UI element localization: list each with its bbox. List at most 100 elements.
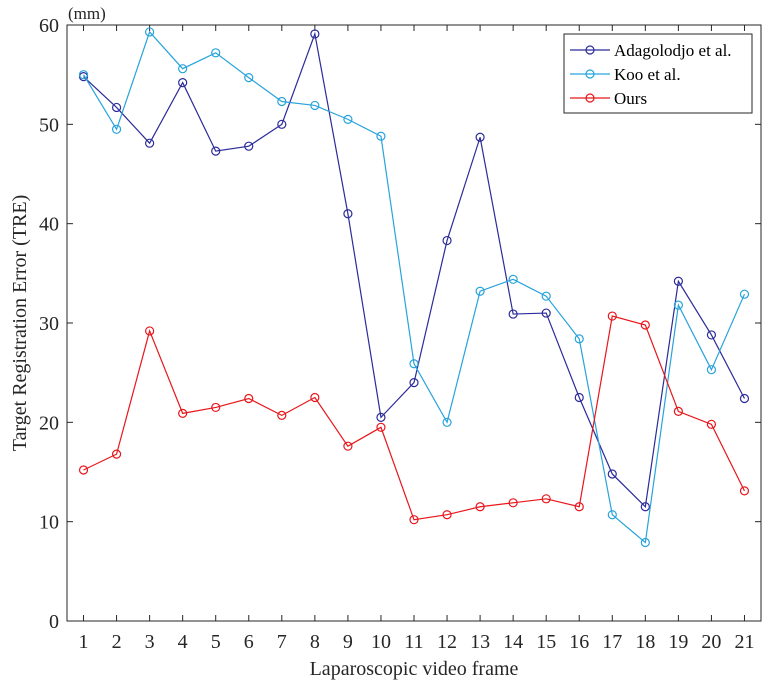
series-line-koo-et-al xyxy=(83,30,746,544)
x-tick-label: 5 xyxy=(211,631,221,653)
x-tick-label: 16 xyxy=(569,631,589,653)
legend-label: Adagolodjo et al. xyxy=(614,41,732,60)
data-point-adagolodjo-et-al xyxy=(508,309,518,319)
data-point-adagolodjo-et-al xyxy=(244,141,254,151)
x-tick-label: 11 xyxy=(404,631,423,653)
data-point-koo-et-al xyxy=(409,359,419,369)
x-tick-label: 8 xyxy=(310,631,320,653)
series-line-adagolodjo-et-al xyxy=(83,31,746,509)
data-point-koo-et-al xyxy=(211,48,221,58)
data-point-adagolodjo-et-al xyxy=(442,235,452,246)
data-point-ours xyxy=(640,320,650,330)
data-point-ours xyxy=(541,494,551,504)
x-tick-label: 2 xyxy=(112,631,122,653)
series-group xyxy=(78,27,750,548)
x-tick-label: 12 xyxy=(437,631,457,653)
x-tick-label: 21 xyxy=(734,631,754,653)
data-point-ours xyxy=(178,408,188,418)
data-point-adagolodjo-et-al xyxy=(343,209,353,219)
data-point-ours xyxy=(78,465,89,475)
data-point-koo-et-al xyxy=(706,365,717,375)
data-point-koo-et-al xyxy=(739,289,750,299)
data-point-adagolodjo-et-al xyxy=(574,392,584,403)
y-axis-label: Target Registration Error (TRE) xyxy=(9,195,31,451)
x-tick-label: 15 xyxy=(536,631,556,653)
data-point-koo-et-al xyxy=(244,73,254,83)
y-tick-label: 30 xyxy=(39,313,59,335)
data-point-adagolodjo-et-al xyxy=(111,102,122,113)
y-tick-label: 10 xyxy=(39,512,59,534)
series-ours xyxy=(78,311,750,525)
data-point-koo-et-al xyxy=(343,114,353,124)
data-point-ours xyxy=(607,311,617,321)
data-point-ours xyxy=(211,402,221,413)
data-point-ours xyxy=(244,393,254,404)
y-tick-label: 60 xyxy=(39,15,59,37)
data-point-ours xyxy=(574,502,584,512)
data-point-koo-et-al xyxy=(541,291,551,301)
plot-area xyxy=(66,24,762,622)
legend-swatch-marker xyxy=(585,69,595,79)
data-point-koo-et-al xyxy=(111,124,122,134)
legend-swatch-marker xyxy=(585,93,595,103)
series-koo-et-al xyxy=(78,27,750,548)
x-axis-label: Laparoscopic video frame xyxy=(310,658,519,680)
data-point-koo-et-al xyxy=(442,417,452,427)
x-tick-label: 20 xyxy=(701,631,721,653)
series-line-ours xyxy=(83,315,746,521)
x-tick-label: 13 xyxy=(470,631,490,653)
data-point-koo-et-al xyxy=(607,510,617,520)
data-point-ours xyxy=(376,422,386,432)
x-tick-label: 1 xyxy=(79,631,89,653)
data-point-ours xyxy=(706,419,717,429)
data-point-koo-et-al xyxy=(277,96,287,107)
y-tick-label: 40 xyxy=(39,214,59,236)
data-point-koo-et-al xyxy=(310,100,320,111)
data-point-adagolodjo-et-al xyxy=(541,308,551,318)
x-tick-label: 10 xyxy=(371,631,391,653)
y-tick-label: 0 xyxy=(49,611,59,633)
data-point-adagolodjo-et-al xyxy=(475,132,485,142)
y-tick-label: 20 xyxy=(39,412,59,434)
data-point-ours xyxy=(739,486,750,496)
y-tick-label: 50 xyxy=(39,114,59,136)
data-point-ours xyxy=(508,498,518,508)
data-point-adagolodjo-et-al xyxy=(640,502,650,512)
x-tick-label: 3 xyxy=(145,631,155,653)
data-point-adagolodjo-et-al xyxy=(211,146,221,156)
data-point-adagolodjo-et-al xyxy=(409,378,419,388)
data-point-ours xyxy=(475,502,485,512)
data-point-adagolodjo-et-al xyxy=(739,393,750,404)
data-point-koo-et-al xyxy=(673,300,683,310)
data-point-adagolodjo-et-al xyxy=(178,78,188,88)
legend: Adagolodjo et al. Koo et al. Ours xyxy=(563,33,753,114)
x-tick-label: 7 xyxy=(277,631,287,653)
data-point-koo-et-al xyxy=(78,70,89,80)
data-point-koo-et-al xyxy=(178,64,188,74)
data-point-adagolodjo-et-al xyxy=(277,119,287,129)
data-point-ours xyxy=(442,510,452,520)
data-point-adagolodjo-et-al xyxy=(706,330,717,340)
data-point-koo-et-al xyxy=(145,27,155,37)
data-point-koo-et-al xyxy=(376,131,386,141)
data-point-koo-et-al xyxy=(640,537,650,548)
legend-label: Koo et al. xyxy=(614,65,681,84)
x-tick-label: 9 xyxy=(343,631,353,653)
data-point-ours xyxy=(145,326,155,336)
data-point-adagolodjo-et-al xyxy=(145,138,155,148)
x-tick-label: 14 xyxy=(503,631,523,653)
y-unit-label: (mm) xyxy=(68,4,106,23)
legend-swatch-marker xyxy=(585,45,595,55)
x-tick-label: 17 xyxy=(602,631,622,653)
data-point-ours xyxy=(409,515,419,525)
data-point-ours xyxy=(111,449,122,459)
data-point-adagolodjo-et-al xyxy=(376,412,386,422)
data-point-adagolodjo-et-al xyxy=(673,276,683,286)
x-tick-label: 19 xyxy=(668,631,688,653)
data-point-adagolodjo-et-al xyxy=(607,469,617,479)
data-point-ours xyxy=(343,441,353,451)
x-tick-label: 6 xyxy=(244,631,254,653)
legend-label: Ours xyxy=(614,89,647,108)
